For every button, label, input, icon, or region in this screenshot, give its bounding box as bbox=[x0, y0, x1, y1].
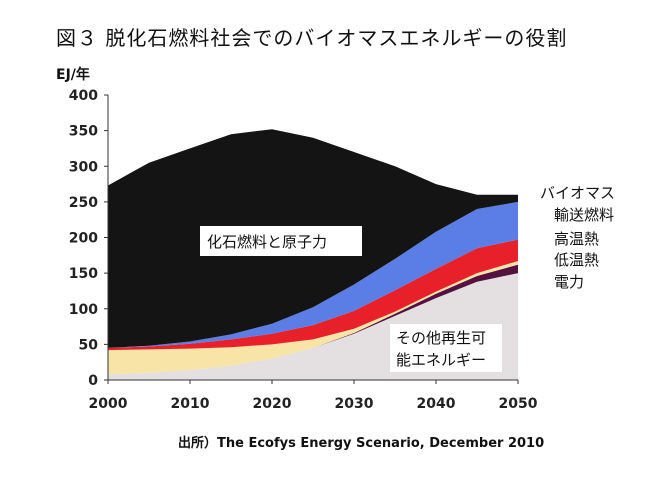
axes-group: 0 50 100 150 200 250 300 350 400 2000 2010 2020 2030… bbox=[69, 88, 538, 412]
y-tick-label-250: 250 bbox=[69, 195, 98, 211]
chart-title: 図３ 脱化石燃料社会でのバイオマスエネルギーの役割 bbox=[56, 26, 568, 50]
x-tick-label-2010: 2010 bbox=[171, 396, 210, 412]
source-note: 出所）The Ecofys Energy Scenario, December … bbox=[178, 436, 545, 451]
x-tick-label-2050: 2050 bbox=[499, 396, 538, 412]
x-tick-label-2030: 2030 bbox=[335, 396, 374, 412]
y-tick-label-50: 50 bbox=[79, 337, 99, 353]
area-series-5 bbox=[108, 201, 518, 348]
x-tick-label-2040: 2040 bbox=[417, 396, 456, 412]
y-axis-unit-label: EJ/年 bbox=[56, 67, 90, 83]
annotation-other-renewables-line2: 能エネルギー bbox=[396, 351, 486, 369]
legend-heading: バイオマス bbox=[540, 184, 615, 202]
y-tick-label-200: 200 bbox=[69, 231, 98, 247]
y-tick-label-300: 300 bbox=[69, 159, 98, 175]
area-series-3 bbox=[108, 261, 518, 375]
x-tick-label-2020: 2020 bbox=[253, 396, 292, 412]
y-tick-label-100: 100 bbox=[69, 302, 98, 318]
renewables-label-box bbox=[390, 324, 502, 372]
legend-entry-4: 電力 bbox=[554, 273, 584, 291]
y-tick-label-400: 400 bbox=[69, 88, 98, 104]
y-tick-label-0: 0 bbox=[88, 373, 98, 389]
legend-entry-2: 高温熱 bbox=[554, 230, 599, 248]
annotation-fossil-nuclear: 化石燃料と原子力 bbox=[207, 233, 327, 251]
annotation-other-renewables-line1: その他再生可 bbox=[396, 329, 486, 347]
y-tick-label-150: 150 bbox=[69, 266, 98, 282]
x-tick-label-2000: 2000 bbox=[89, 396, 128, 412]
legend-entry-3: 低温熱 bbox=[554, 251, 599, 269]
fossil-label-box bbox=[200, 226, 362, 256]
area-series-4 bbox=[108, 239, 518, 351]
legend-entry-1: 輸送燃料 bbox=[554, 206, 614, 224]
y-tick-label-350: 350 bbox=[69, 124, 98, 140]
